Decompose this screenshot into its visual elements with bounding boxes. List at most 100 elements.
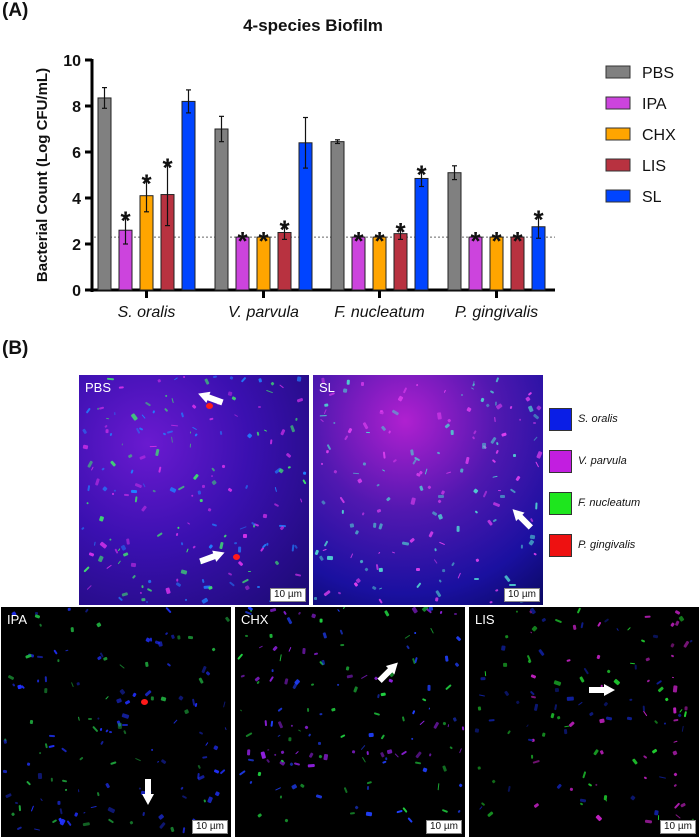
fluorescence-legend: S. oralis V. parvula F. nucleatum P. gin… (549, 398, 640, 566)
cell-speck (88, 552, 95, 557)
cell-speck (485, 403, 490, 409)
cell-speck (257, 405, 261, 408)
cell-speck (458, 783, 463, 788)
cell-speck (256, 680, 261, 685)
cell-speck (323, 541, 329, 548)
cell-speck (455, 526, 460, 532)
cell-speck (78, 757, 84, 762)
cell-speck (493, 417, 496, 423)
cell-speck (227, 391, 233, 397)
cell-speck (122, 552, 129, 558)
cell-speck (443, 389, 446, 394)
cell-speck (125, 537, 130, 545)
p-gingivalis-cell (141, 699, 149, 705)
cell-speck (480, 397, 486, 402)
cell-speck (145, 401, 152, 407)
cell-speck (288, 737, 292, 742)
y-axis-label: Bacterial Count (Log CFU/mL) (34, 68, 51, 282)
cell-speck (49, 735, 56, 738)
svg-text:CHX: CHX (642, 127, 676, 144)
cell-speck (504, 634, 509, 639)
cell-speck (51, 777, 54, 783)
svg-text:F. nucleatum: F. nucleatum (334, 304, 424, 321)
cell-speck (501, 645, 506, 651)
cell-speck (38, 623, 42, 628)
cell-speck (434, 590, 441, 598)
cell-speck (211, 523, 217, 527)
cell-speck (411, 607, 418, 614)
svg-text:S. oralis: S. oralis (118, 304, 176, 321)
cell-speck (515, 700, 521, 705)
cell-speck (99, 515, 105, 523)
cell-speck (414, 656, 419, 663)
cell-speck (294, 573, 301, 577)
cell-speck (479, 805, 483, 810)
cell-speck (368, 732, 374, 738)
cell-speck (427, 685, 431, 691)
cell-speck (239, 770, 246, 776)
cell-speck (164, 407, 169, 413)
cell-speck (266, 749, 270, 751)
cell-speck (158, 466, 162, 474)
cell-speck (536, 450, 543, 459)
cell-speck (411, 710, 415, 715)
cell-speck (184, 709, 190, 714)
cell-speck (362, 512, 366, 516)
cell-speck (307, 763, 315, 768)
cell-speck (325, 450, 329, 454)
cell-speck (239, 526, 247, 530)
cell-speck (212, 375, 217, 378)
cell-speck (326, 555, 333, 560)
cell-speck (93, 541, 96, 546)
swatch-v-parvula (549, 449, 572, 473)
cell-speck (83, 566, 91, 573)
cell-speck (134, 482, 142, 488)
cell-speck (682, 711, 687, 718)
cell-speck (376, 694, 380, 700)
cell-speck (275, 560, 280, 566)
cell-speck (140, 591, 143, 595)
cell-speck (380, 733, 386, 740)
cell-speck (317, 742, 322, 746)
cell-speck (201, 597, 209, 604)
cell-speck (413, 632, 417, 635)
cell-speck (81, 428, 88, 436)
cell-speck (673, 707, 677, 713)
cell-speck (373, 711, 380, 715)
cell-speck (205, 742, 209, 746)
cell-speck (346, 673, 353, 678)
arrow-indicator-icon (508, 506, 535, 533)
cell-speck (378, 567, 383, 572)
cell-speck (109, 433, 113, 437)
scale-bar: 10 µm (660, 820, 696, 834)
cell-speck (117, 560, 122, 565)
cell-speck (642, 754, 648, 760)
cell-speck (433, 721, 439, 729)
cell-speck (474, 510, 478, 514)
cell-speck (324, 403, 329, 407)
cell-speck (113, 411, 115, 416)
cell-speck (361, 757, 366, 763)
cell-speck (371, 585, 377, 590)
cell-speck (503, 663, 508, 668)
legend-label: V. parvula (578, 455, 627, 467)
cell-speck (83, 444, 89, 450)
cell-speck (60, 746, 68, 753)
cell-speck (51, 818, 58, 823)
cell-speck (109, 730, 113, 734)
cell-speck (213, 768, 220, 774)
cell-speck (224, 727, 227, 731)
arrow-indicator-icon (198, 546, 227, 566)
cell-speck (68, 607, 72, 611)
cell-speck (307, 733, 311, 737)
cell-speck (410, 737, 414, 741)
cell-speck (437, 499, 442, 504)
cell-speck (418, 720, 425, 726)
svg-text:*: * (162, 153, 173, 183)
cell-speck (525, 724, 529, 728)
cell-speck (201, 578, 205, 584)
cell-speck (429, 628, 434, 634)
cell-speck (320, 414, 327, 417)
cell-speck (197, 490, 202, 496)
cell-speck (270, 439, 273, 445)
